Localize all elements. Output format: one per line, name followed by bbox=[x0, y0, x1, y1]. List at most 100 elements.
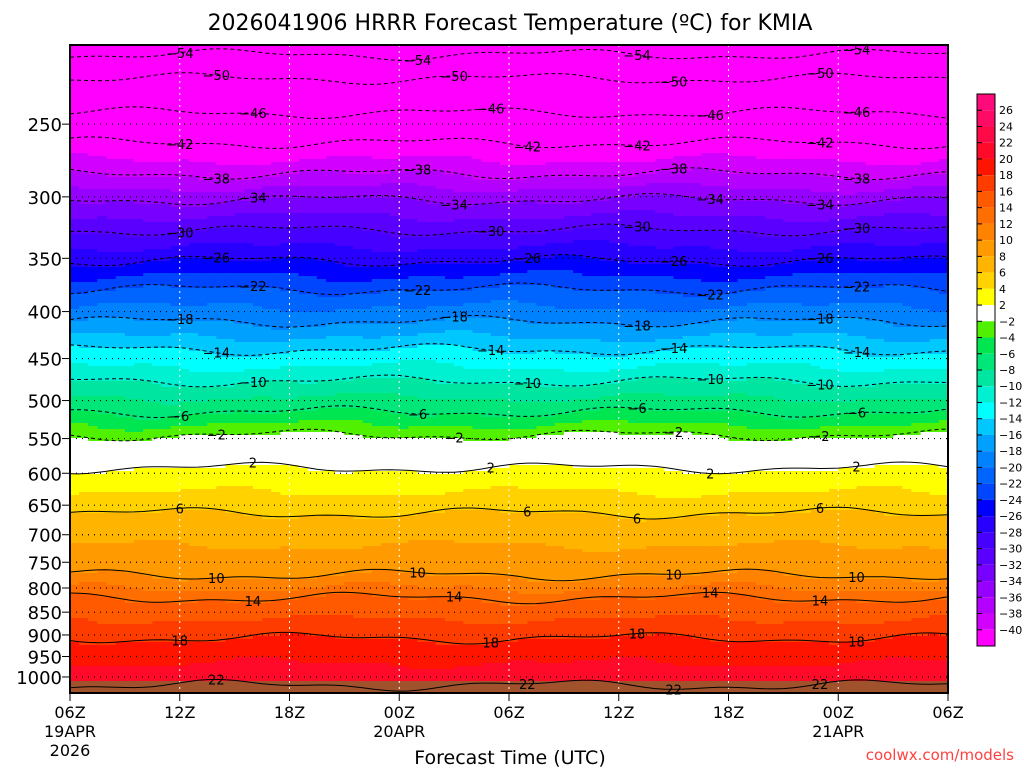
field-cell bbox=[198, 75, 208, 79]
field-cell bbox=[97, 180, 108, 184]
field-cell bbox=[79, 336, 89, 340]
field-cell bbox=[188, 675, 199, 679]
field-cell bbox=[170, 444, 181, 448]
field-cell bbox=[97, 255, 108, 259]
field-cell bbox=[143, 150, 153, 154]
field-cell bbox=[271, 315, 281, 319]
field-cell bbox=[161, 579, 172, 583]
field-cell bbox=[106, 459, 117, 463]
field-cell bbox=[198, 480, 208, 484]
field-cell bbox=[115, 345, 126, 349]
field-cell bbox=[88, 72, 98, 76]
field-cell bbox=[70, 459, 80, 463]
field-cell bbox=[216, 573, 226, 577]
field-cell bbox=[106, 630, 117, 634]
field-cell bbox=[234, 594, 245, 598]
field-cell bbox=[271, 252, 281, 256]
field-cell bbox=[243, 657, 254, 661]
field-cell bbox=[188, 459, 199, 463]
field-cell bbox=[143, 363, 153, 367]
field-cell bbox=[234, 609, 245, 613]
field-cell bbox=[79, 528, 89, 532]
field-cell bbox=[225, 648, 236, 652]
field-cell bbox=[216, 180, 226, 184]
field-cell bbox=[79, 324, 89, 328]
field-cell bbox=[262, 426, 272, 430]
field-cell bbox=[124, 162, 135, 166]
field-cell bbox=[243, 123, 254, 127]
field-cell bbox=[252, 654, 263, 658]
field-cell bbox=[207, 426, 217, 430]
field-cell bbox=[115, 351, 126, 355]
field-cell bbox=[271, 72, 281, 76]
field-cell bbox=[198, 507, 208, 511]
field-cell bbox=[88, 420, 98, 424]
field-cell bbox=[225, 126, 236, 130]
field-cell bbox=[115, 342, 126, 346]
field-cell bbox=[161, 156, 172, 160]
field-cell bbox=[271, 270, 281, 274]
field-cell bbox=[188, 396, 199, 400]
field-cell bbox=[143, 306, 153, 310]
field-cell bbox=[106, 441, 117, 445]
field-cell bbox=[134, 207, 144, 211]
field-cell bbox=[216, 333, 226, 337]
field-cell bbox=[88, 273, 98, 277]
field-cell bbox=[79, 456, 89, 460]
field-cell bbox=[97, 375, 108, 379]
field-cell bbox=[134, 627, 144, 631]
field-cell bbox=[198, 105, 208, 109]
field-cell bbox=[271, 318, 281, 322]
field-cell bbox=[252, 588, 263, 592]
field-cell bbox=[79, 81, 89, 85]
field-cell bbox=[179, 363, 190, 367]
field-cell bbox=[271, 342, 281, 346]
field-cell bbox=[262, 465, 272, 469]
field-cell bbox=[188, 54, 199, 58]
field-cell bbox=[161, 501, 172, 505]
field-cell bbox=[124, 96, 135, 100]
field-cell bbox=[88, 90, 98, 94]
field-cell bbox=[97, 72, 108, 76]
field-cell bbox=[161, 450, 172, 454]
field-cell bbox=[271, 666, 281, 670]
field-cell bbox=[198, 459, 208, 463]
field-cell bbox=[243, 459, 254, 463]
field-cell bbox=[88, 408, 98, 412]
field-cell bbox=[170, 654, 181, 658]
field-cell bbox=[271, 177, 281, 181]
field-cell bbox=[161, 321, 172, 325]
field-cell bbox=[124, 234, 135, 238]
field-cell bbox=[234, 528, 245, 532]
field-cell bbox=[134, 279, 144, 283]
field-cell bbox=[152, 660, 162, 664]
field-cell bbox=[143, 66, 153, 70]
field-cell bbox=[143, 309, 153, 313]
field-cell bbox=[271, 237, 281, 241]
field-cell bbox=[207, 663, 217, 667]
field-cell bbox=[106, 231, 117, 235]
field-cell bbox=[79, 264, 89, 268]
field-cell bbox=[79, 111, 89, 115]
field-cell bbox=[262, 198, 272, 202]
field-cell bbox=[88, 432, 98, 436]
field-cell bbox=[79, 675, 89, 679]
field-cell bbox=[188, 423, 199, 427]
field-cell bbox=[262, 639, 272, 643]
field-cell bbox=[170, 609, 181, 613]
field-cell bbox=[106, 555, 117, 559]
field-cell bbox=[143, 192, 153, 196]
field-cell bbox=[170, 588, 181, 592]
field-cell bbox=[234, 438, 245, 442]
field-cell bbox=[170, 450, 181, 454]
field-cell bbox=[143, 201, 153, 205]
field-cell bbox=[271, 423, 281, 427]
field-cell bbox=[79, 369, 89, 373]
field-cell bbox=[188, 624, 199, 628]
field-cell bbox=[234, 450, 245, 454]
field-cell bbox=[161, 540, 172, 544]
field-cell bbox=[115, 498, 126, 502]
field-cell bbox=[152, 90, 162, 94]
field-cell bbox=[152, 597, 162, 601]
field-cell bbox=[143, 543, 153, 547]
